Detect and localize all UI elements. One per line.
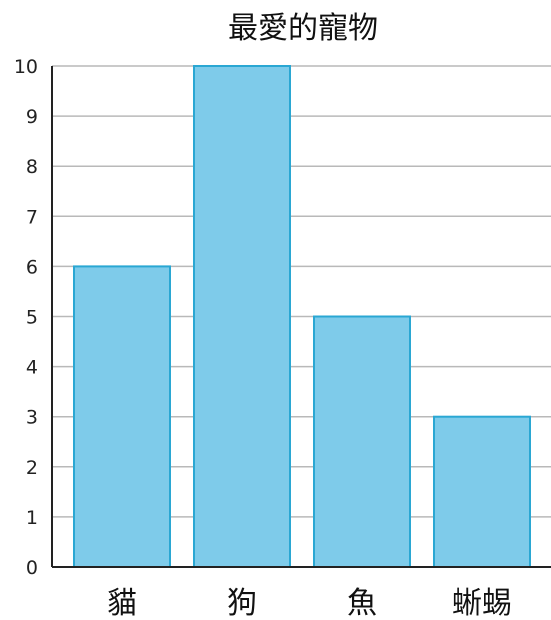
y-tick-label: 7 (26, 206, 38, 228)
bar-2 (313, 315, 411, 568)
y-tick-label: 0 (26, 557, 38, 579)
x-tick-label: 貓 (107, 586, 137, 620)
x-axis-ticks: 貓 狗 魚 蜥蜴 (107, 586, 512, 620)
y-tick-label: 1 (26, 507, 38, 529)
x-tick-label: 魚 (347, 586, 377, 620)
y-tick-label: 6 (26, 256, 38, 278)
y-axis-ticks: 0 1 2 3 4 5 6 7 8 9 10 (14, 56, 38, 579)
y-tick-label: 5 (26, 307, 38, 329)
y-tick-label: 4 (26, 357, 38, 379)
bar-3 (433, 415, 531, 569)
y-tick-label: 2 (26, 457, 38, 479)
y-tick-label: 9 (26, 106, 38, 128)
x-tick-label: 狗 (227, 586, 257, 620)
y-tick-label: 3 (26, 407, 38, 429)
axis-layer (51, 66, 551, 568)
y-tick-label: 10 (14, 56, 38, 78)
bar-1 (193, 65, 291, 568)
bar-0 (73, 265, 171, 568)
y-tick-label: 8 (26, 156, 38, 178)
chart-title: 最愛的寵物 (228, 11, 378, 46)
x-tick-label: 蜥蜴 (452, 586, 512, 620)
